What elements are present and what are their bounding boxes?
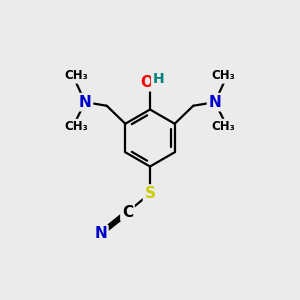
Text: CH₃: CH₃ (65, 69, 88, 82)
Text: N: N (208, 95, 221, 110)
Text: H: H (153, 72, 164, 86)
Text: C: C (122, 205, 133, 220)
Text: CH₃: CH₃ (65, 120, 88, 133)
Text: CH₃: CH₃ (212, 120, 235, 133)
Text: S: S (145, 186, 155, 201)
Text: N: N (79, 95, 92, 110)
Text: N: N (94, 226, 107, 241)
Text: CH₃: CH₃ (212, 69, 235, 82)
Text: O: O (140, 75, 154, 90)
